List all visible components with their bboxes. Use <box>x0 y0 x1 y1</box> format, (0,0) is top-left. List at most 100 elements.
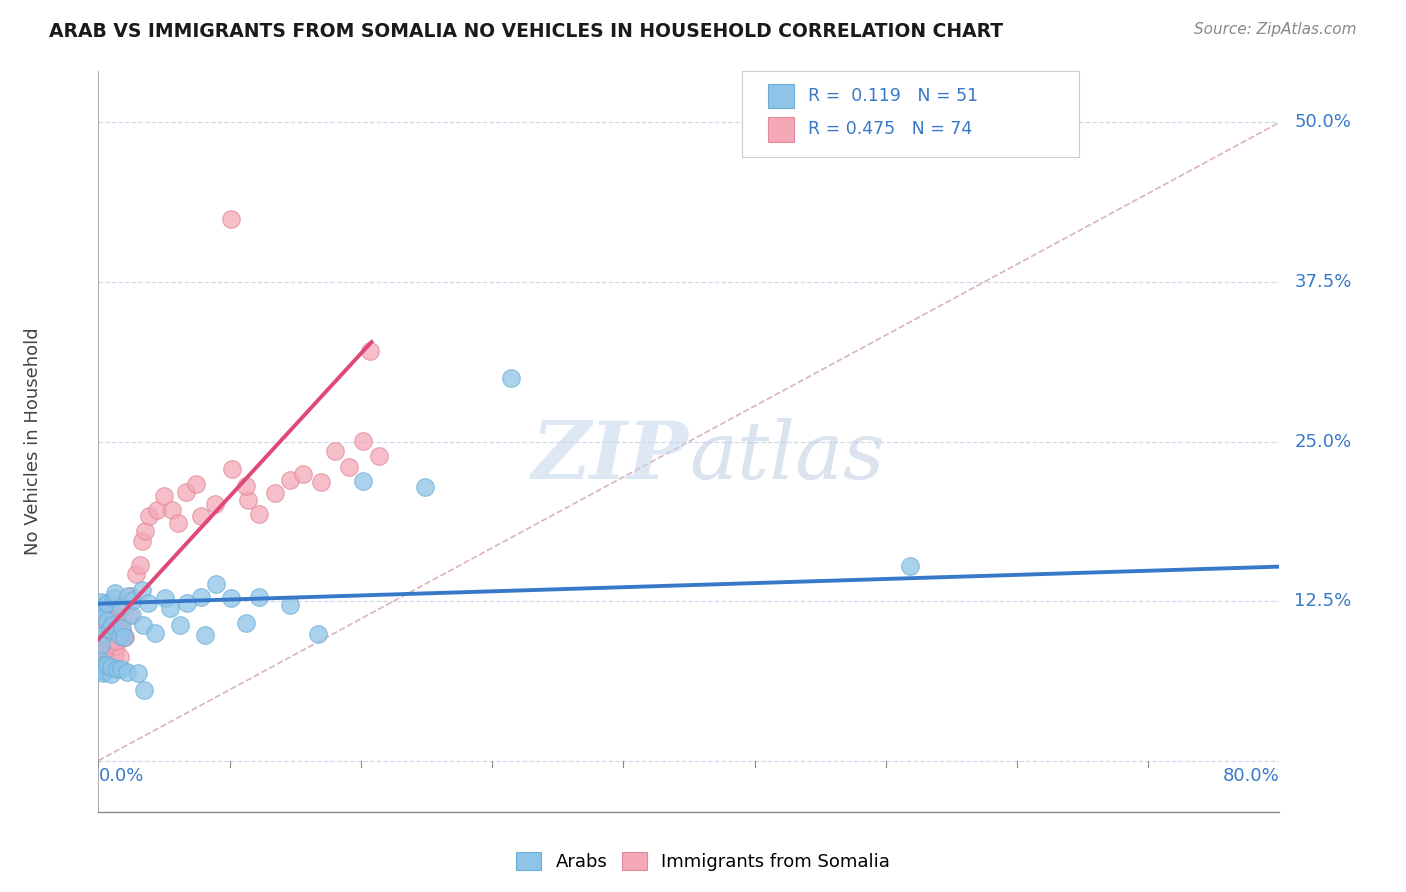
Point <box>94 644 117 658</box>
Text: R =  0.119   N = 51: R = 0.119 N = 51 <box>808 87 979 105</box>
Point <box>101 644 124 658</box>
Point <box>115 665 138 679</box>
Point <box>131 534 153 549</box>
Point <box>143 626 166 640</box>
Point <box>103 591 125 606</box>
Point <box>292 467 315 482</box>
Point <box>167 516 190 530</box>
Point <box>136 596 159 610</box>
Point <box>91 608 114 623</box>
Point <box>89 633 111 648</box>
Point <box>219 211 242 226</box>
Point <box>121 607 143 622</box>
Point <box>112 600 135 615</box>
Point <box>117 589 139 603</box>
Point <box>247 507 270 521</box>
Point <box>114 631 136 645</box>
Point <box>125 567 148 582</box>
Point <box>98 622 121 636</box>
Text: No Vehicles in Household: No Vehicles in Household <box>24 327 42 556</box>
Point <box>339 460 361 475</box>
Point <box>96 640 118 655</box>
Point <box>898 558 921 573</box>
Point <box>100 660 122 674</box>
Point <box>96 657 118 672</box>
Text: 80.0%: 80.0% <box>1223 767 1279 785</box>
Point <box>101 617 124 632</box>
Point <box>118 608 141 623</box>
Point <box>87 645 110 659</box>
Point <box>278 473 301 487</box>
Point <box>190 509 212 524</box>
Point <box>107 662 129 676</box>
Point <box>93 646 115 660</box>
Point <box>352 474 374 488</box>
Text: 0.0%: 0.0% <box>98 767 143 785</box>
Point <box>138 509 160 524</box>
Point <box>110 662 132 676</box>
Point <box>159 601 181 615</box>
Point <box>112 630 135 644</box>
Point <box>93 634 115 648</box>
Point <box>174 484 197 499</box>
Point <box>105 634 128 648</box>
Point <box>221 462 243 476</box>
Point <box>104 639 127 653</box>
Point <box>111 627 134 641</box>
Text: R = 0.475   N = 74: R = 0.475 N = 74 <box>808 120 973 138</box>
Point <box>146 503 169 517</box>
Point <box>93 627 115 641</box>
Point <box>87 641 110 656</box>
Point <box>91 641 114 656</box>
Point <box>499 371 522 385</box>
Point <box>90 633 112 648</box>
Point <box>96 596 118 610</box>
Point <box>89 654 111 668</box>
Point <box>186 476 208 491</box>
FancyBboxPatch shape <box>768 84 794 108</box>
Point <box>91 666 114 681</box>
Point <box>100 623 122 637</box>
Point <box>413 480 436 494</box>
Point <box>90 648 112 662</box>
FancyBboxPatch shape <box>742 71 1078 156</box>
Text: ARAB VS IMMIGRANTS FROM SOMALIA NO VEHICLES IN HOUSEHOLD CORRELATION CHART: ARAB VS IMMIGRANTS FROM SOMALIA NO VEHIC… <box>49 22 1004 41</box>
Text: 37.5%: 37.5% <box>1295 273 1351 291</box>
Point <box>352 434 374 449</box>
Point <box>89 641 111 656</box>
Point <box>93 648 115 662</box>
Point <box>96 614 118 628</box>
Point <box>93 660 115 674</box>
Point <box>111 621 134 635</box>
Point <box>368 449 391 463</box>
Point <box>93 624 115 638</box>
Point <box>128 558 150 572</box>
Point <box>169 618 191 632</box>
Point <box>104 609 127 624</box>
Point <box>104 609 127 624</box>
Point <box>194 628 217 642</box>
Point <box>264 486 287 500</box>
Point <box>110 599 132 614</box>
Point <box>120 589 142 603</box>
Point <box>127 666 149 681</box>
Point <box>87 632 110 647</box>
Legend: Arabs, Immigrants from Somalia: Arabs, Immigrants from Somalia <box>509 845 897 879</box>
Point <box>108 624 131 639</box>
Point <box>176 596 198 610</box>
Point <box>108 629 131 643</box>
Point <box>309 475 332 490</box>
Point <box>104 648 127 662</box>
Point <box>89 628 111 642</box>
Point <box>93 609 115 624</box>
Point <box>153 489 176 503</box>
Point <box>204 576 226 591</box>
Point <box>91 600 114 615</box>
Point <box>219 591 242 605</box>
Point <box>91 658 114 673</box>
Text: 12.5%: 12.5% <box>1295 592 1351 610</box>
Text: 50.0%: 50.0% <box>1295 113 1351 131</box>
Point <box>90 620 112 634</box>
Point <box>307 627 329 641</box>
Point <box>132 682 155 697</box>
